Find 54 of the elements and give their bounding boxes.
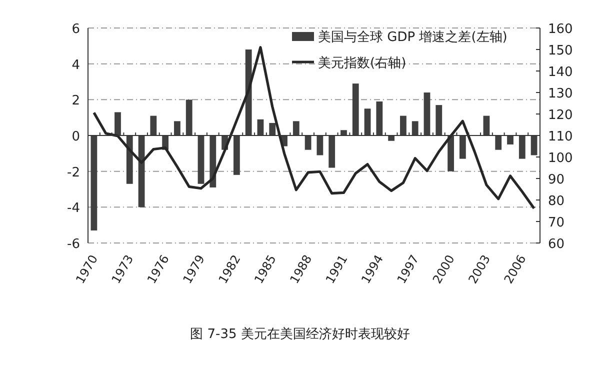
bar	[316, 136, 324, 156]
y-tick-label: 6	[72, 22, 80, 37]
y2-tick-label: 160	[548, 22, 573, 37]
bar	[90, 136, 98, 230]
y-tick-label: -4	[67, 201, 80, 216]
bar	[340, 130, 347, 136]
bar	[376, 101, 383, 136]
y-tick-label: 0	[72, 130, 80, 144]
bar	[328, 136, 336, 168]
bar	[174, 121, 180, 136]
bar	[186, 100, 192, 136]
y2-tick-label: 140	[548, 65, 573, 80]
bar	[198, 136, 204, 184]
text: 图 7-35 美元在美国经济好时表现较好	[190, 326, 410, 342]
y2-tick-label: 60	[548, 237, 565, 252]
bar	[352, 84, 359, 136]
y2-tick-label: 110	[548, 130, 573, 144]
bar	[518, 136, 526, 159]
bar	[304, 136, 312, 150]
y-tick-label: -6	[67, 237, 80, 252]
y-tick-label: -2	[67, 165, 80, 180]
y2-tick-label: 100	[548, 151, 573, 166]
bar	[210, 136, 216, 188]
legend-label: 美国与全球 GDP 增速之差(左轴)	[318, 29, 508, 45]
bar	[530, 136, 538, 156]
bar	[495, 136, 502, 150]
bar	[459, 136, 466, 159]
bar	[269, 122, 276, 136]
y2-tick-label: 130	[548, 86, 573, 102]
bar	[114, 112, 121, 136]
y2-tick-label: 120	[548, 108, 573, 123]
bar	[424, 92, 430, 136]
bar	[292, 121, 300, 136]
y2-tick-label: 90	[548, 172, 565, 188]
bar	[126, 136, 133, 184]
bar	[388, 136, 395, 141]
bar	[364, 108, 371, 136]
line-series	[92, 46, 536, 210]
y2-tick-label: 70	[548, 216, 565, 230]
bar	[257, 119, 264, 136]
bar	[448, 136, 454, 172]
bar	[412, 121, 418, 136]
y2-tick-label: 80	[548, 194, 565, 209]
bar	[400, 116, 406, 136]
bar	[436, 105, 442, 136]
y2-tick-label: 150	[548, 44, 573, 58]
bar	[245, 50, 252, 136]
bar	[483, 116, 490, 136]
legend-label: 美元指数(右轴)	[318, 55, 406, 71]
y-tick-label: 4	[72, 58, 80, 73]
bar	[150, 116, 157, 136]
bar	[233, 136, 240, 175]
y-tick-label: 2	[72, 94, 80, 109]
bar	[507, 136, 514, 144]
